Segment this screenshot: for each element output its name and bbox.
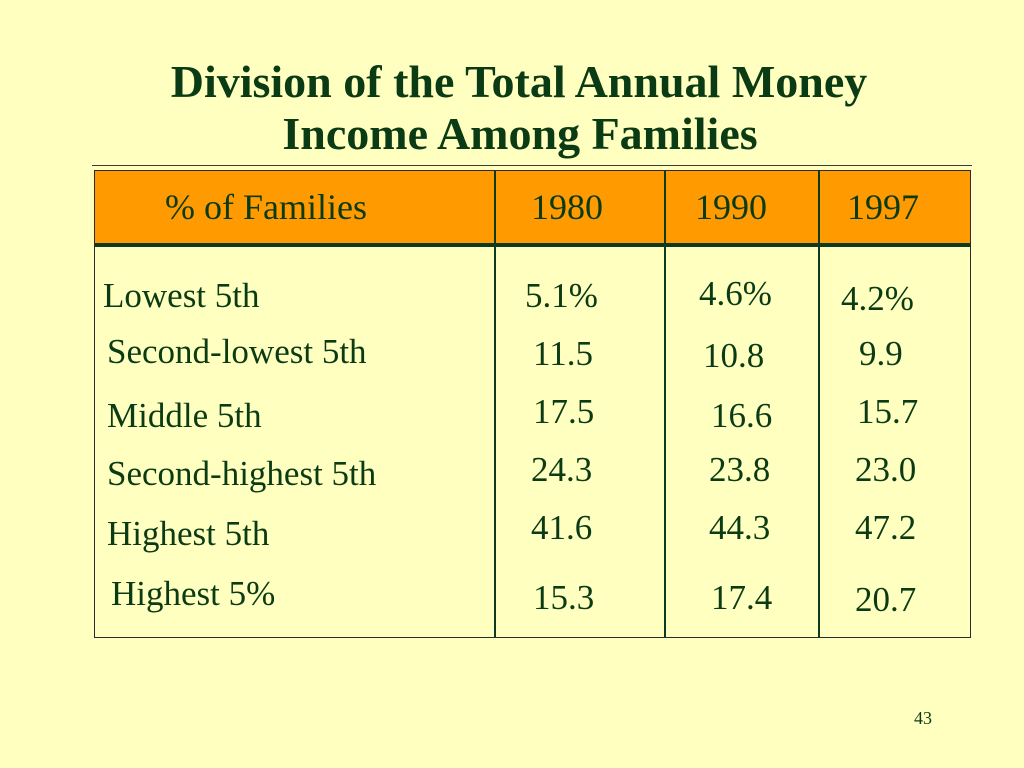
cell-1990: 4.6% [699,274,772,313]
header-1997: 1997 [847,187,919,227]
cell-1980: 11.5 [533,334,593,373]
cell-1980: 41.6 [531,508,593,547]
row-label-highest: Highest 5th [107,514,270,553]
cell-1980: 17.5 [533,392,595,431]
cell-1990: 17.4 [711,578,773,617]
title-line-2: Income Among Families [282,108,758,159]
cell-1980: 15.3 [533,578,595,617]
row-label-lowest: Lowest 5th [103,276,260,315]
cell-1990: 44.3 [709,508,771,547]
column-divider [494,171,496,637]
title-divider [92,165,972,166]
cell-1997: 9.9 [859,334,903,373]
cell-1990: 10.8 [703,336,765,375]
cell-1997: 20.7 [855,580,917,619]
cell-1997: 47.2 [855,508,917,547]
row-label-highest-5pct: Highest 5% [111,574,276,613]
row-label-second-lowest: Second-lowest 5th [107,332,367,371]
column-divider [664,171,666,637]
income-table: % of Families 1980 1990 1997 Lowest 5th … [94,170,971,638]
header-1990: 1990 [695,187,767,227]
cell-1997: 15.7 [857,392,919,431]
row-label-middle: Middle 5th [107,396,262,435]
cell-1980: 24.3 [531,450,593,489]
cell-1990: 16.6 [711,396,773,435]
cell-1997: 4.2% [841,279,914,318]
title-line-1: Division of the Total Annual Money [170,56,868,107]
header-families: % of Families [165,187,367,227]
page-number: 43 [914,708,932,728]
header-1980: 1980 [531,187,603,227]
row-label-second-highest: Second-highest 5th [107,454,377,493]
table-header [95,171,970,247]
column-divider [818,171,820,637]
cell-1990: 23.8 [709,450,771,489]
cell-1980: 5.1% [525,276,598,315]
cell-1997: 23.0 [855,450,917,489]
slide-title: Division of the Total Annual Money Incom… [0,56,1024,160]
